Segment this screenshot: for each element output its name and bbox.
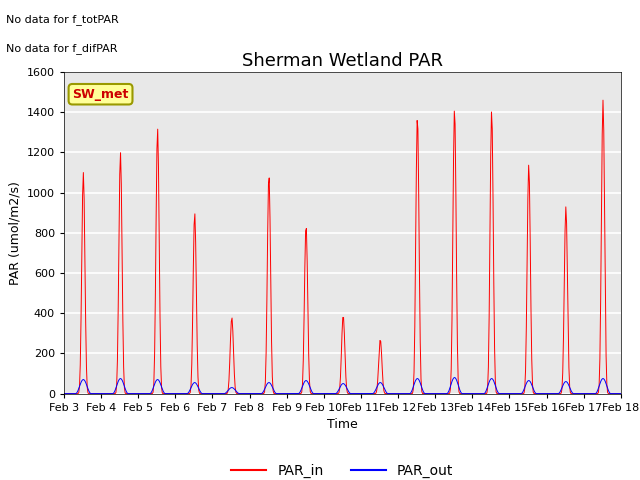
Text: SW_met: SW_met bbox=[72, 88, 129, 101]
Y-axis label: PAR (umol/m2/s): PAR (umol/m2/s) bbox=[8, 181, 21, 285]
X-axis label: Time: Time bbox=[327, 418, 358, 431]
Legend: PAR_in, PAR_out: PAR_in, PAR_out bbox=[226, 458, 459, 480]
Title: Sherman Wetland PAR: Sherman Wetland PAR bbox=[242, 52, 443, 71]
Text: No data for f_totPAR: No data for f_totPAR bbox=[6, 14, 119, 25]
Text: No data for f_difPAR: No data for f_difPAR bbox=[6, 43, 118, 54]
